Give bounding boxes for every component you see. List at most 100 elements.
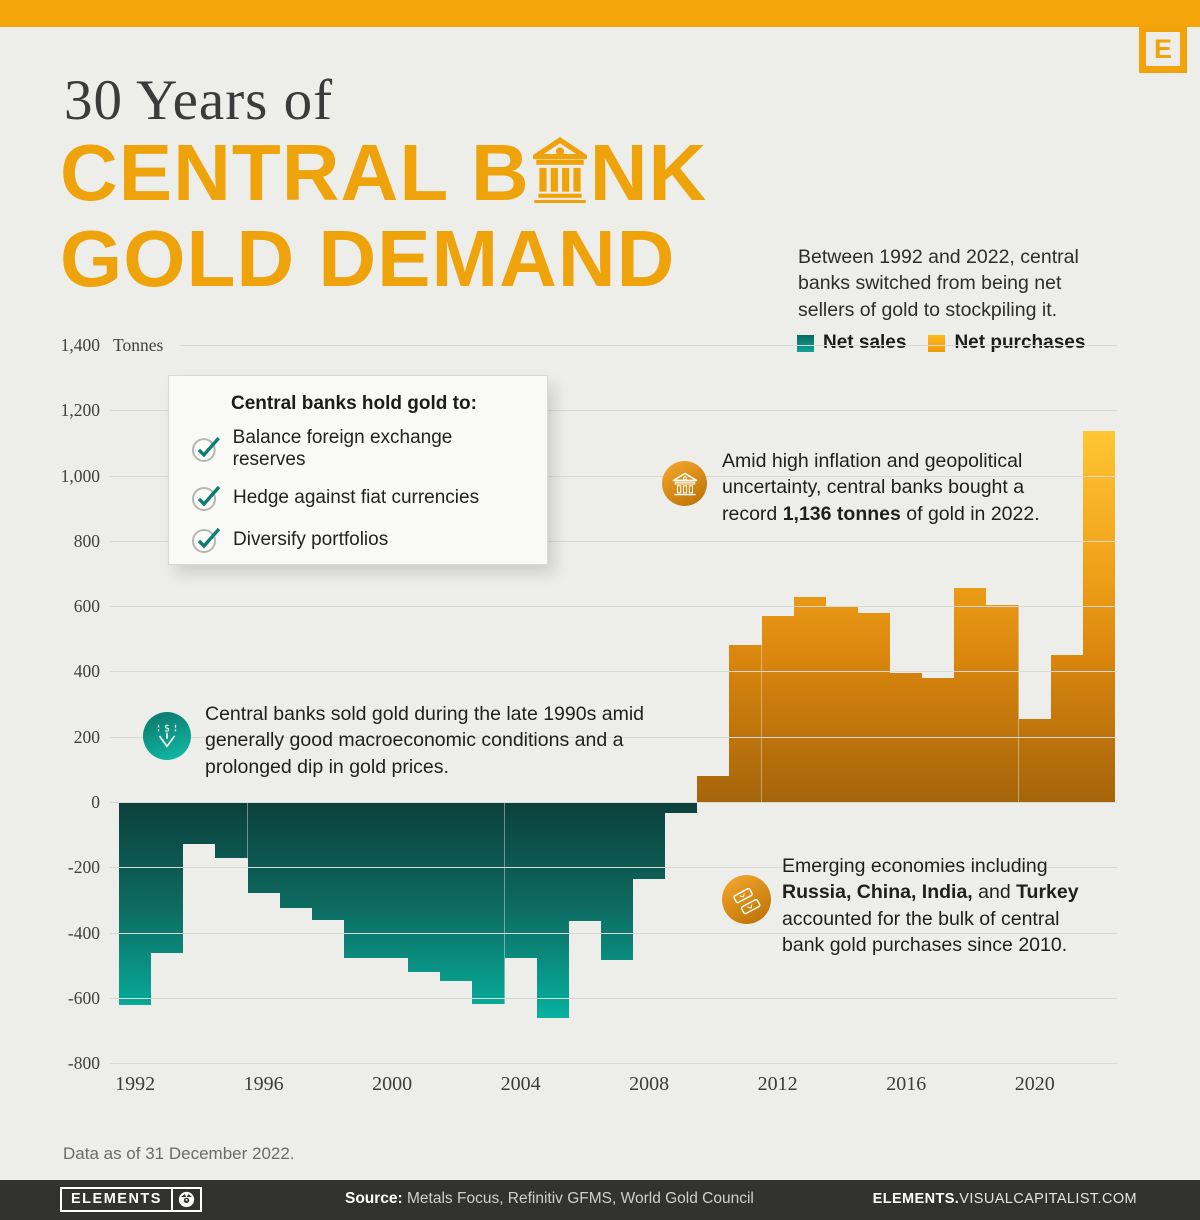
bank-icon [662,461,707,506]
bar-1999 [343,801,377,958]
gold-bars-icon [722,875,771,924]
x-axis-label-2004: 2004 [500,1073,541,1095]
dollar-down-icon: $ [143,712,191,760]
elements-mark-icon [170,1189,200,1210]
legend-net-sales: Net sales [797,332,906,354]
bar-2018 [954,587,987,802]
y-axis-label-1200: 1,200 [60,400,100,421]
bar-2022 [1082,430,1115,802]
data-as-of-note: Data as of 31 December 2022. [63,1144,295,1163]
x-axis-label-2000: 2000 [372,1073,413,1095]
page-title-kicker: 30 Years of [64,69,334,132]
bar-2002 [440,801,473,981]
x-axis-label-1996: 1996 [243,1073,284,1095]
bar-1998 [311,801,344,920]
y-axis-label-0: 0 [91,791,100,812]
gridline-400 [110,671,1117,673]
bar-2013 [793,596,826,802]
y-axis-label-1000: 1,000 [60,465,100,486]
bar-1993 [151,801,184,953]
source-credit: Source: Metals Focus, Refinitiv GFMS, Wo… [345,1190,754,1207]
annotation-text: Amid high inflation and geopolitical unc… [722,450,1040,525]
bar-2012 [761,615,794,802]
y-axis-unit: Tonnes [113,335,164,355]
y-axis-label--600: -600 [67,987,100,1008]
net-sales-swatch [797,334,814,352]
bar-2010 [697,775,730,802]
gridline-1400 [180,345,1117,346]
y-axis-label-600: 600 [73,596,100,617]
bar-2006 [568,801,601,921]
gridline-200 [110,736,1117,738]
bar-2015 [857,612,891,802]
bar-1994 [183,801,216,844]
svg-text:$: $ [164,723,170,734]
elements-logo: ELEMENTS [60,1187,202,1212]
y-axis-label--400: -400 [67,922,100,943]
annotation-text: Emerging economies including Russia, Chi… [782,855,1079,956]
bar-1995 [215,801,248,858]
gridline--200 [110,867,1117,869]
legend-net-purchases: Net purchases [928,332,1085,354]
elements-e-badge: E [1139,25,1187,73]
bar-series [119,345,1115,1063]
gridline--800 [110,1063,1117,1064]
x-axis-label-2016: 2016 [886,1073,927,1095]
bar-2007 [600,801,634,960]
chart-legend: Net sales Net purchases [797,332,1085,354]
annotation-text: Central banks sold gold during the late … [205,703,645,778]
y-axis-label-400: 400 [73,661,100,682]
bar-1992 [119,801,152,1005]
bar-2009 [665,801,698,813]
y-axis-label-800: 800 [73,530,100,551]
bar-2000 [376,801,409,958]
x-axis-label-2008: 2008 [629,1073,670,1095]
elements-logo-text: ELEMENTS [71,1191,162,1207]
e-badge-letter: E [1153,33,1172,64]
gridline-1200 [110,410,1117,412]
y-axis-label--800: -800 [67,1053,100,1073]
check-icon [192,485,221,511]
bar-2014 [825,605,858,802]
bar-1997 [279,801,312,908]
x-axis-label-2012: 2012 [757,1073,798,1095]
y-axis-label-200: 200 [73,726,100,747]
check-icon [192,527,221,553]
bar-2001 [408,801,441,972]
x-axis-label-1992: 1992 [115,1073,156,1095]
gridline-800 [110,540,1117,542]
bar-2005 [536,801,569,1018]
bar-2011 [729,644,762,802]
page-title-line2: GOLD DEMAND [60,214,676,303]
site-url-link[interactable]: ELEMENTS.VISUALCAPITALIST.COM [872,1191,1137,1207]
gridline-600 [110,606,1117,608]
bar-chart: 1,400 1,200 1,000 800 600 400 200 0 -200 -400 -600… [0,335,1200,1105]
callout-box: Central banks hold gold to: Balance fore… [168,375,548,565]
bar-2021 [1050,654,1083,802]
bar-2020 [1018,718,1051,802]
y-axis-label--200: -200 [67,857,100,878]
gridline-1000 [110,475,1117,477]
page-title-line1: CENTRAL B NK [60,128,708,217]
callout-title: Central banks hold gold to: [231,393,477,414]
check-icon [191,437,220,462]
footer-bar: ELEMENTS Source: Metals Focus, Refinitiv… [0,1180,1200,1220]
bar-2017 [922,677,955,802]
page-subtitle: Between 1992 and 2022, central banks swi… [798,245,1079,321]
callout-item: Balance foreign exchange reserves [191,427,527,471]
bank-letter-icon [526,136,594,216]
bar-2004 [504,801,537,958]
bar-2008 [633,801,666,879]
y-axis-label-1400: 1,400 [60,335,100,355]
callout-item: Diversify portfolios [191,525,527,555]
x-axis-label-2020: 2020 [1014,1073,1055,1095]
bar-2019 [986,604,1019,802]
gridline--600 [110,997,1117,999]
bar-1996 [247,801,280,893]
gridline--400 [110,932,1117,934]
gridline-0 [110,801,1117,803]
top-accent-bar [0,0,1200,27]
callout-item: Hedge against fiat currencies [191,483,527,513]
net-purchases-swatch [928,334,946,352]
